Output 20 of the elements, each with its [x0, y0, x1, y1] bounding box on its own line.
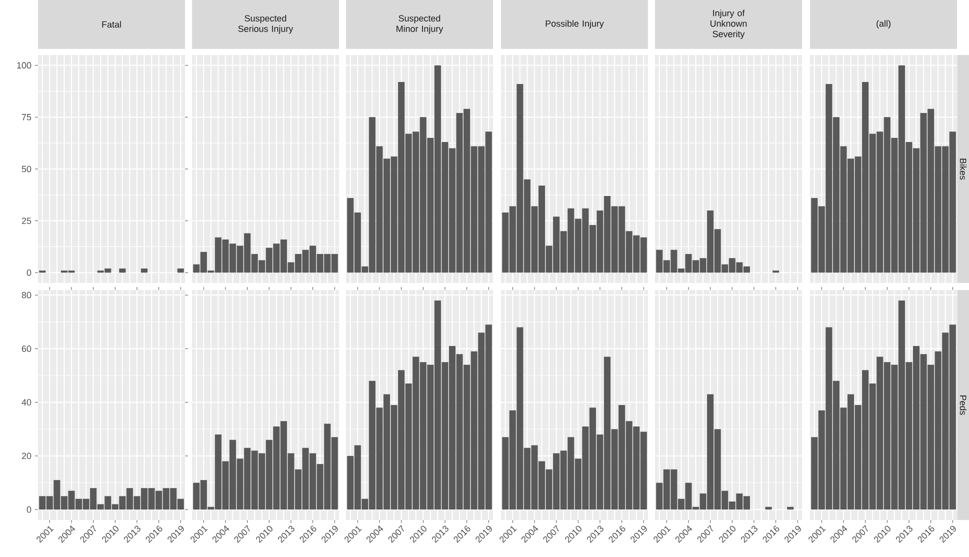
y-tick-label: 0: [26, 506, 32, 513]
y-tick-label: 20: [22, 452, 32, 460]
y-tick-label: 75: [22, 114, 32, 120]
bar: [787, 506, 794, 510]
chart-title: Suspected Serious Injury: [238, 14, 294, 34]
y-tick-label: 40: [22, 399, 32, 406]
y-tick-label: 100: [17, 62, 32, 69]
y-tick-label: 50: [22, 166, 32, 172]
chart-title: Fatal: [102, 21, 121, 28]
chart-title: (all): [876, 20, 890, 28]
bar: [765, 506, 772, 510]
y-tick-label: 25: [22, 218, 32, 224]
text: Peds: [960, 396, 967, 415]
chart-title: Injury of Unknown Severity: [710, 10, 747, 39]
text: Bikes: [960, 158, 967, 180]
chart-title: Suspected Minor Injury: [396, 14, 444, 34]
chart-title: Possible Injury: [546, 20, 604, 28]
y-tick-label: 80: [22, 292, 32, 298]
y-tick-label: 60: [22, 346, 32, 352]
y-tick-label: 0: [26, 269, 32, 276]
